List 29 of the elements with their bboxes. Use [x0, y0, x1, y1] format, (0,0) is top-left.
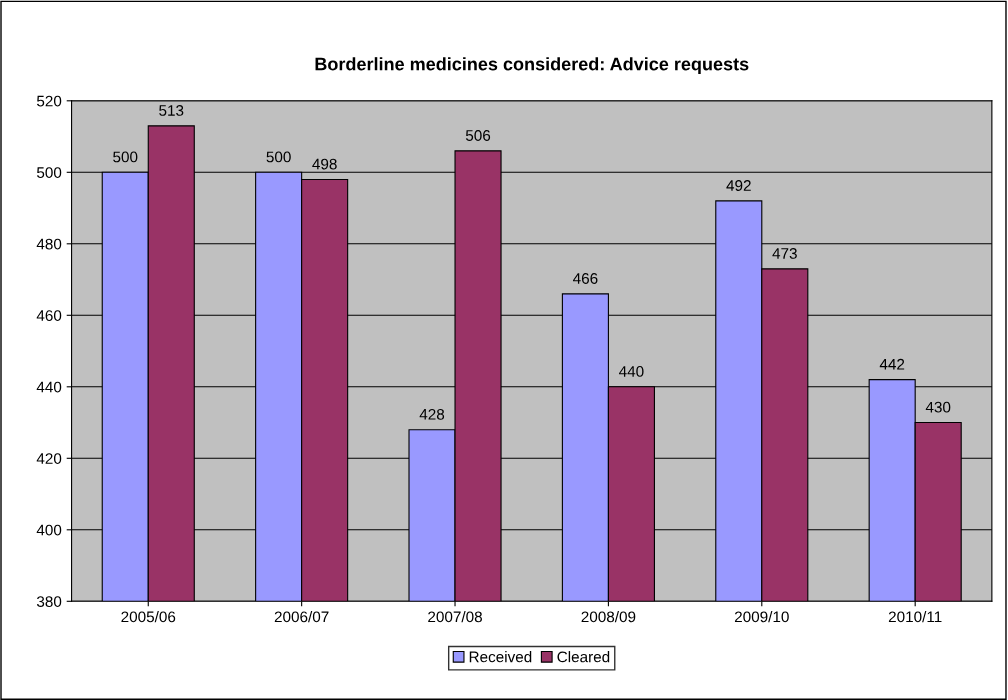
- data-label: 500: [113, 151, 138, 163]
- legend-label: Cleared: [557, 651, 610, 663]
- data-label: 498: [312, 158, 337, 170]
- x-tick-label: 2010/11: [888, 611, 942, 623]
- x-tick-label: 2009/10: [734, 611, 789, 623]
- data-label: 466: [573, 273, 598, 284]
- data-label: 440: [619, 366, 644, 377]
- chart-title: Borderline medicines considered: Advice requests: [315, 57, 749, 74]
- data-label: 513: [159, 105, 184, 116]
- x-tick-label: 2007/08: [428, 611, 482, 623]
- data-label: 492: [726, 180, 751, 191]
- y-tick-label: 380: [36, 596, 62, 607]
- data-label: 500: [266, 151, 291, 163]
- y-tick-label: 520: [36, 95, 62, 107]
- data-label: 430: [925, 401, 951, 413]
- y-tick-label: 500: [36, 167, 62, 178]
- y-tick-label: 440: [36, 381, 62, 393]
- y-tick-label: 400: [36, 524, 62, 536]
- data-label: 473: [772, 248, 797, 259]
- data-label: 442: [879, 358, 905, 370]
- x-tick-label: 2005/06: [121, 611, 176, 623]
- data-label: 506: [465, 130, 491, 141]
- x-tick-label: 2006/07: [274, 611, 329, 623]
- data-label: 428: [419, 408, 445, 420]
- legend-label: Received: [469, 651, 532, 663]
- y-tick-label: 460: [36, 310, 62, 321]
- y-tick-label: 480: [36, 238, 62, 250]
- y-tick-label: 420: [36, 453, 62, 464]
- x-tick-label: 2008/09: [581, 611, 636, 623]
